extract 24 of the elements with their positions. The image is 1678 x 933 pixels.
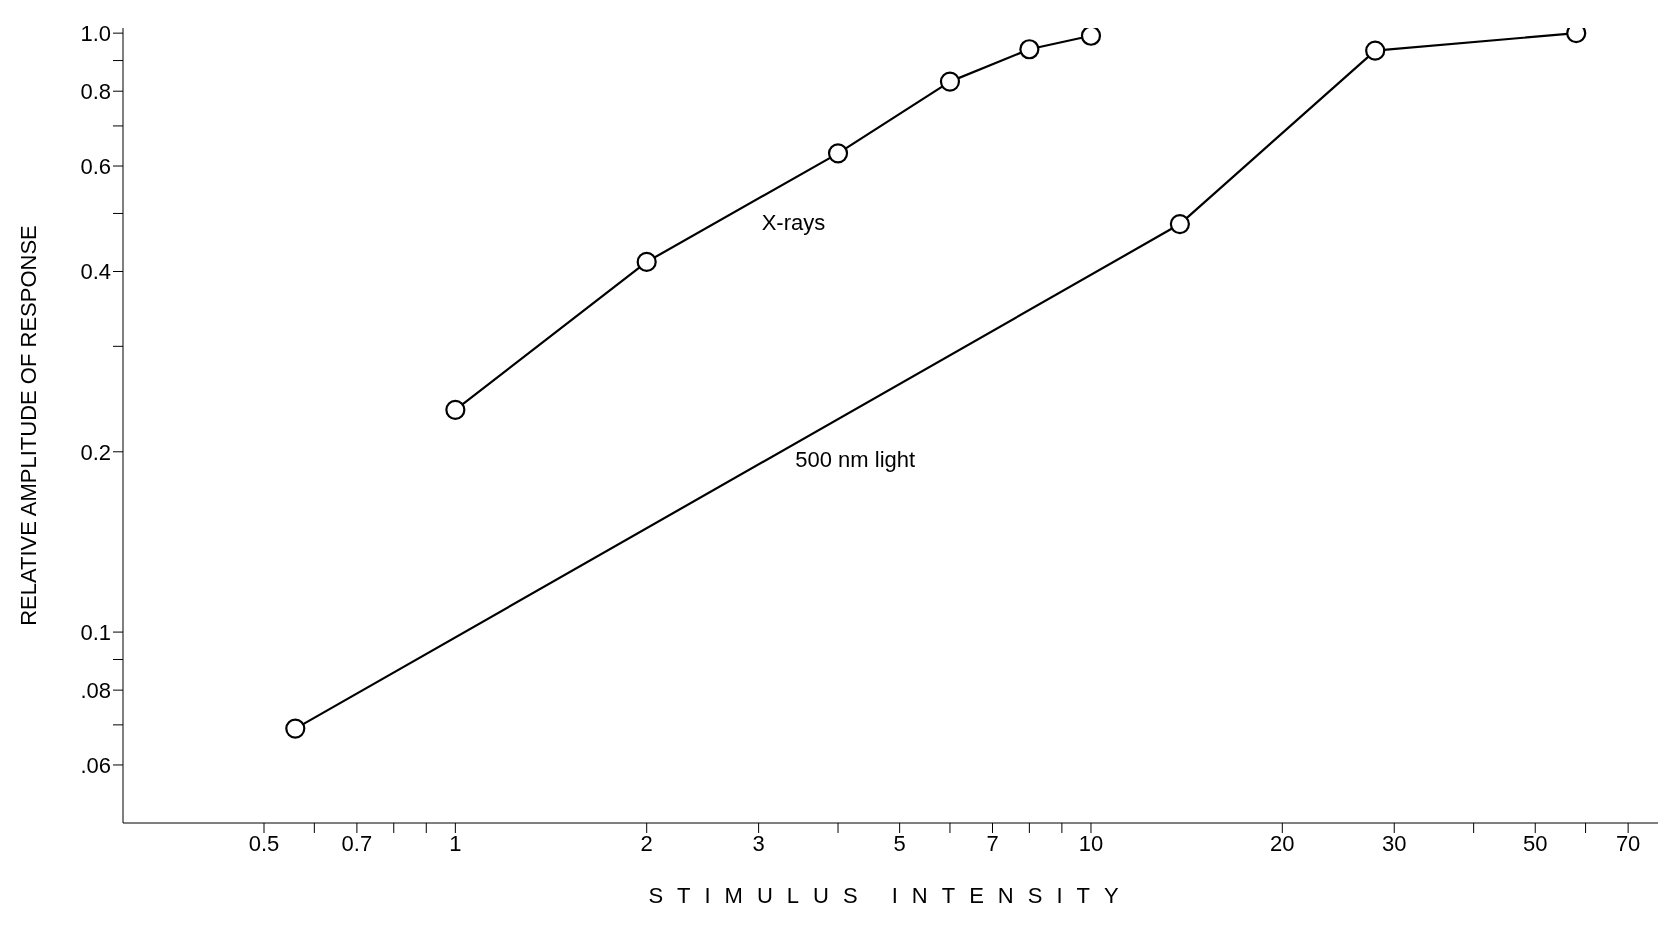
- x-tick-label: 30: [1381, 830, 1407, 856]
- x-tick-label: 70: [1615, 830, 1641, 856]
- x-tick-label: 3: [752, 830, 765, 856]
- x-tick-label: 20: [1270, 830, 1295, 856]
- x-tick-label: 1: [449, 830, 462, 856]
- x-tick-label: 2: [640, 830, 653, 856]
- x-tick-label: 0.5: [248, 830, 280, 856]
- series-label: 500 nm light: [795, 446, 916, 472]
- y-tick-label: 0.1: [80, 619, 111, 645]
- y-tick-label: 0.8: [80, 79, 111, 104]
- x-axis-title: STIMULUS INTENSITY: [648, 883, 1133, 908]
- y-tick-label: 0.4: [80, 259, 111, 285]
- x-tick-label: 5: [893, 830, 906, 856]
- y-tick-label: 1.0: [80, 20, 111, 46]
- x-tick-label: 7: [986, 830, 999, 856]
- x-tick-label: 50: [1523, 830, 1548, 856]
- y-tick-label: 0.2: [80, 439, 111, 465]
- y-axis-title: RELATIVE AMPLITUDE OF RESPONSE: [15, 225, 41, 626]
- x-tick-label: 10: [1078, 830, 1104, 856]
- y-tick-label: .06: [80, 752, 111, 778]
- y-tick-label: 0.6: [80, 153, 111, 179]
- series-label: X-rays: [761, 209, 826, 235]
- y-tick-label: .08: [80, 677, 111, 703]
- x-tick-label: 0.7: [341, 830, 373, 856]
